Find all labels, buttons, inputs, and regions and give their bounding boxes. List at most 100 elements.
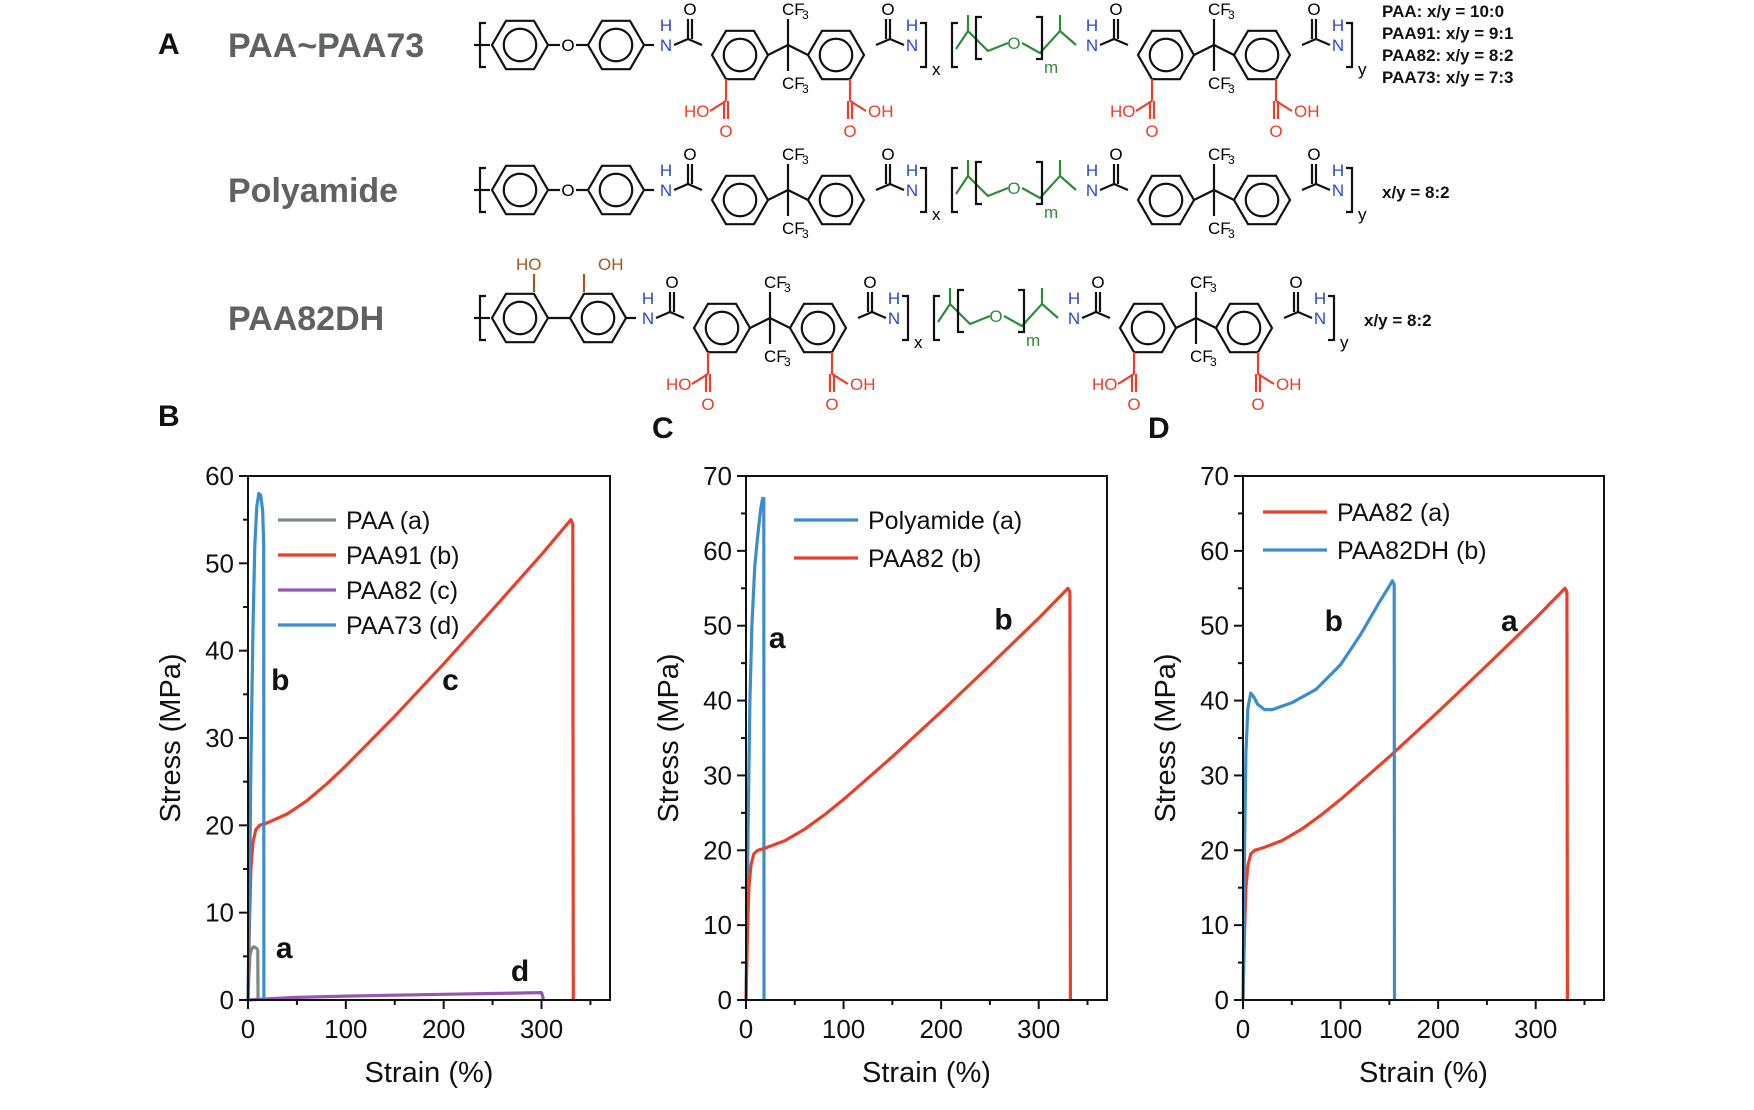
cf3-group-bottom: CF: [1208, 74, 1231, 93]
aromatic-circle: [800, 310, 836, 346]
repeat-index-x: x: [932, 205, 941, 224]
y-axis-label: Stress (MPa): [1150, 653, 1182, 822]
x-tick-label: 100: [1319, 1014, 1362, 1044]
ether-oxygen: O: [1007, 179, 1020, 198]
bond: [889, 37, 905, 47]
amide-hydrogen: H: [888, 289, 900, 308]
composition-ratio-4: PAA73: x/y = 7:3: [1382, 68, 1514, 87]
carbonyl-oxygen: O: [1307, 0, 1320, 19]
amide-hydrogen: H: [1086, 161, 1098, 180]
cf3-group-bottom: CF: [782, 74, 805, 93]
bond: [669, 310, 685, 320]
y-tick-label: 30: [205, 723, 234, 753]
bond: [1213, 189, 1235, 201]
carbonyl-oxygen: O: [1091, 273, 1104, 292]
panel-letter: D: [1148, 412, 1170, 445]
series-line-3: [247, 991, 546, 1002]
ether-oxygen: O: [989, 307, 1002, 326]
repeat-index-y: y: [1340, 333, 1349, 352]
legend-entry: PAA73 (d): [346, 612, 459, 640]
aromatic-circle: [1130, 310, 1166, 346]
y-tick-label: 10: [703, 910, 732, 940]
cf3-subscript: 3: [802, 82, 809, 96]
y-tick-label: 20: [703, 835, 732, 865]
ether-oxygen-aryl: O: [561, 181, 574, 200]
x-axis-label: Strain (%): [1359, 1057, 1488, 1089]
benzene-ring: [586, 19, 646, 71]
cf3-group-top: CF: [1208, 145, 1231, 164]
bond: [1213, 44, 1235, 56]
repeat-index-y: y: [1358, 205, 1367, 224]
benzene-ring: [710, 174, 770, 226]
benzene-ring: [1136, 29, 1196, 81]
x-tick-label: 0: [1236, 1014, 1250, 1044]
repeat-index-x: x: [914, 333, 923, 352]
ether-backbone: [1021, 15, 1077, 55]
panel-letter: B: [158, 400, 180, 433]
amide-nitrogen: N: [660, 181, 672, 200]
carboxyl-hydroxyl: OH: [1294, 102, 1320, 121]
cf3-subscript: 3: [1228, 153, 1235, 167]
bond: [1301, 182, 1317, 192]
bond: [1283, 310, 1299, 320]
x-tick-label: 300: [1017, 1014, 1060, 1044]
composition-ratio-2: PAA91: x/y = 9:1: [1382, 24, 1514, 43]
y-tick-label: 50: [703, 611, 732, 641]
cf3-subscript: 3: [802, 227, 809, 241]
benzene-ring: [806, 174, 866, 226]
series-line-2: [744, 586, 1072, 1001]
x-tick-label: 200: [422, 1014, 465, 1044]
bond: [875, 37, 891, 47]
y-tick-label: 40: [205, 636, 234, 666]
inner-bracket: [1018, 288, 1026, 334]
bond: [1195, 317, 1217, 329]
x-tick-label: 100: [822, 1014, 865, 1044]
ether-backbone: [1003, 288, 1059, 328]
x-tick-label: 200: [1416, 1014, 1459, 1044]
carboxyl-hydroxyl: OH: [868, 102, 894, 121]
bond: [1301, 37, 1317, 47]
cf3-subscript: 3: [1228, 8, 1235, 22]
repeat-bracket: [920, 166, 928, 214]
carboxyl-oxygen: O: [825, 395, 838, 414]
phenol-hydroxyl: HO: [516, 255, 542, 274]
bond: [767, 189, 789, 201]
x-tick-label: 300: [1514, 1014, 1557, 1044]
amide-hydrogen: H: [1068, 289, 1080, 308]
y-tick-label: 60: [703, 536, 732, 566]
cf3-subscript: 3: [802, 153, 809, 167]
x-axis-label: Strain (%): [365, 1057, 494, 1089]
bond: [673, 182, 689, 192]
benzene-ring: [490, 19, 550, 71]
benzene-ring: [490, 164, 550, 216]
bond: [673, 37, 689, 47]
carboxyl-hydroxyl: HO: [1110, 102, 1136, 121]
repeat-bracket: [932, 294, 940, 342]
carbonyl-oxygen: O: [881, 145, 894, 164]
curve-annotation: b: [994, 603, 1012, 636]
repeat-bracket: [950, 166, 958, 214]
curve-annotation: d: [511, 955, 529, 988]
y-tick-label: 60: [1200, 536, 1229, 566]
legend-entry: PAA (a): [346, 507, 430, 535]
amide-nitrogen: N: [906, 36, 918, 55]
series-line-1: [1241, 586, 1569, 1001]
legend-entry: Polyamide (a): [868, 507, 1022, 535]
x-tick-label: 100: [324, 1014, 367, 1044]
amide-nitrogen: N: [642, 309, 654, 328]
bond: [1175, 317, 1197, 329]
amide-nitrogen: N: [888, 309, 900, 328]
aromatic-circle: [502, 27, 538, 63]
amide-hydrogen: H: [642, 289, 654, 308]
carboxyl-oxygen: O: [701, 395, 714, 414]
legend-entry: PAA82 (a): [1337, 499, 1450, 527]
cf3-subscript: 3: [1228, 82, 1235, 96]
carbonyl-oxygen: O: [1307, 145, 1320, 164]
y-tick-label: 40: [1200, 686, 1229, 716]
panel-letter: C: [652, 412, 674, 445]
bond: [1193, 44, 1215, 56]
bond: [1315, 182, 1331, 192]
carbonyl-oxygen: O: [1289, 273, 1302, 292]
benzene-ring: [1232, 174, 1292, 226]
y-tick-label: 0: [718, 985, 732, 1015]
